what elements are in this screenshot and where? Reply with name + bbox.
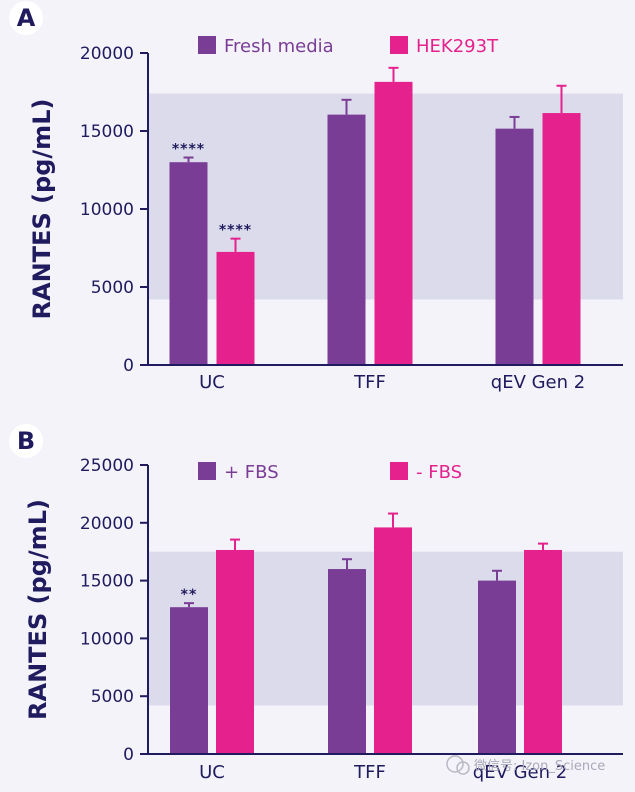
y-tick-label: 5000 xyxy=(91,687,134,707)
x-category-label: UC xyxy=(199,372,225,393)
legend-swatch xyxy=(198,36,216,54)
bar-fresh-media-qev-gen-2 xyxy=(495,128,534,365)
legend-label: HEK293T xyxy=(416,36,499,57)
y-axis-title: RANTES (pg/mL) xyxy=(24,499,52,720)
bar-fresh-media-tff xyxy=(327,114,366,366)
watermark: 微信号: Izon_Science xyxy=(446,755,605,775)
bar-hek293t-tff xyxy=(374,81,413,366)
bar--fbs-tff xyxy=(374,527,412,754)
y-tick-label: 20000 xyxy=(80,44,134,64)
y-tick-label: 15000 xyxy=(80,572,134,592)
watermark-text: 微信号: Izon_Science xyxy=(474,759,605,774)
y-tick-label: 10000 xyxy=(80,629,134,649)
y-tick-label: 0 xyxy=(123,356,134,376)
bar--fbs-uc xyxy=(170,607,208,754)
wechat-icon xyxy=(446,755,464,773)
y-tick-label: 20000 xyxy=(80,514,134,534)
panel-badge xyxy=(9,424,43,458)
y-tick-label: 5000 xyxy=(91,278,134,298)
legend-swatch xyxy=(390,36,408,54)
x-category-label: qEV Gen 2 xyxy=(473,762,567,783)
significance-marker: **** xyxy=(219,223,252,239)
legend-swatch xyxy=(390,462,408,480)
bar-hek293t-uc xyxy=(216,251,255,365)
x-category-label: qEV Gen 2 xyxy=(491,372,585,393)
y-tick-label: 25000 xyxy=(80,456,134,476)
significance-marker: **** xyxy=(172,142,205,158)
bar--fbs-uc xyxy=(216,549,254,754)
y-tick-label: 10000 xyxy=(80,200,134,220)
wechat-icon-bubble xyxy=(456,761,470,775)
x-category-label: UC xyxy=(199,762,225,783)
significance-marker: ** xyxy=(181,587,198,603)
bar-fresh-media-uc xyxy=(169,162,208,365)
bar--fbs-qev-gen-2 xyxy=(478,580,516,754)
chart-panel-b: B ** 0 5000 10000 15000 20000 25000 UC TFF qEV Gen… xyxy=(9,424,623,783)
y-tick-label: 15000 xyxy=(80,122,134,142)
panel-label: A xyxy=(17,4,36,32)
panel-label: B xyxy=(17,427,35,455)
legend-label: Fresh media xyxy=(224,36,334,57)
y-axis-title: RANTES (pg/mL) xyxy=(28,99,56,320)
legend-label: + FBS xyxy=(224,462,279,483)
x-category-label: TFF xyxy=(353,762,386,783)
chart-panel-a: A **** **** 0 5000 10000 15000 20000 UC TFF qEV Ge… xyxy=(9,1,623,393)
legend-label: - FBS xyxy=(416,462,462,483)
legend-swatch xyxy=(198,462,216,480)
panel-badge xyxy=(9,1,43,35)
bar--fbs-qev-gen-2 xyxy=(524,549,562,754)
bar-hek293t-qev-gen-2 xyxy=(542,113,581,365)
y-tick-label: 0 xyxy=(123,745,134,765)
x-category-label: TFF xyxy=(353,372,386,393)
bar--fbs-tff xyxy=(328,569,366,754)
